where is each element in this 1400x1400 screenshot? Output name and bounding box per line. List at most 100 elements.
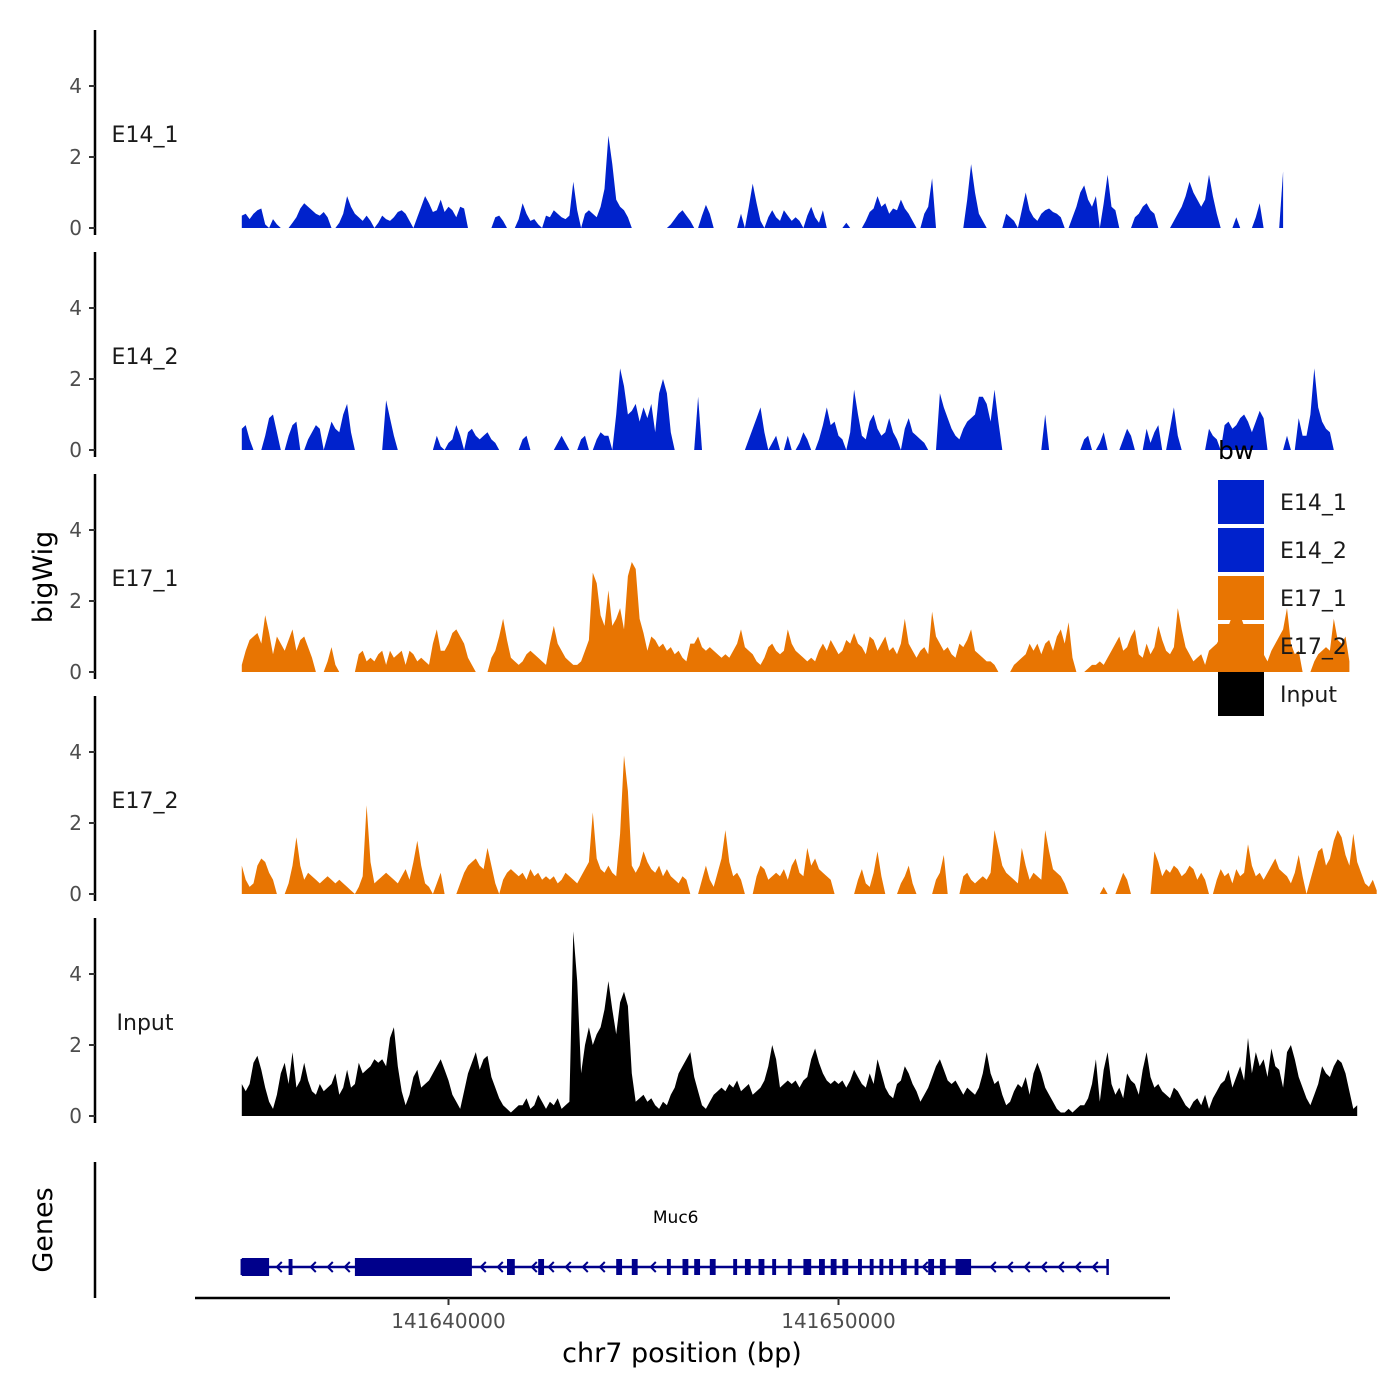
coverage-area-e14-2-14 xyxy=(694,396,702,450)
gene-exon xyxy=(682,1259,689,1275)
gene-panel-title: Genes xyxy=(28,1187,59,1272)
coverage-area-e17-1-4 xyxy=(1010,622,1077,672)
coverage-area-e14-2-2 xyxy=(284,421,301,450)
legend-label-e14-2: E14_2 xyxy=(1280,539,1347,564)
coverage-area-e14-2-8 xyxy=(464,428,500,450)
coverage-area-e14-2-19 xyxy=(815,407,847,450)
strand-chevron xyxy=(547,1261,555,1273)
coverage-area-e17-1-3 xyxy=(487,562,999,672)
gene-model-muc6[interactable]: Muc6 xyxy=(240,1208,1109,1276)
legend-label-input: Input xyxy=(1280,683,1337,708)
track-e17-1: 0 2 4 E17_1 xyxy=(69,474,1350,684)
coverage-area-e17-1-5 xyxy=(1084,601,1303,672)
gene-exon xyxy=(803,1259,812,1275)
legend-swatch-input xyxy=(1218,672,1264,716)
gene-exon xyxy=(709,1259,716,1275)
coverage-area-e14-1-7 xyxy=(514,203,543,228)
coverage-area-e14-2-1 xyxy=(261,414,281,450)
strand-chevron xyxy=(309,1261,317,1273)
coverage-area-e14-2-30 xyxy=(1220,410,1268,450)
coverage-area-e14-1-25 xyxy=(1170,174,1221,228)
coverage-area-e14-2-16 xyxy=(768,435,780,450)
legend: bw E14_1 E14_2 E17_1 E17_2 Input xyxy=(1218,436,1347,716)
coverage-area-e14-2-4 xyxy=(323,403,355,450)
coverage-area-e17-2-13 xyxy=(1115,872,1131,894)
coverage-area-e14-1-15 xyxy=(803,206,827,228)
x-ticks: 141640000 141650000 xyxy=(391,1298,896,1333)
track-label: Input xyxy=(117,1011,174,1036)
y-tick-label: 4 xyxy=(69,740,82,764)
coverage-area-e17-2-7 xyxy=(752,847,835,894)
coverage-area-e14-1-3 xyxy=(335,196,375,228)
coverage-area-e17-2-11 xyxy=(959,830,1069,894)
coverage-area-e17-2-0 xyxy=(241,858,277,894)
gene-exon xyxy=(819,1259,825,1275)
coverage-area-e17-2-2 xyxy=(354,805,433,894)
gene-exon xyxy=(758,1259,765,1275)
coverage-area-e14-1-28 xyxy=(1279,171,1284,228)
gene-exon xyxy=(354,1258,472,1276)
coverage-area-e14-1-22 xyxy=(1068,185,1100,228)
coverage-area-e14-2-18 xyxy=(795,432,812,450)
y-tick-label: 4 xyxy=(69,296,82,320)
gene-exon xyxy=(787,1259,792,1275)
gene-exon xyxy=(507,1259,515,1275)
coverage-area-e14-1-21 xyxy=(1017,192,1065,228)
coverage-area-e14-2-7 xyxy=(444,425,465,450)
track-e14-2: 0 2 4 E14_2 xyxy=(69,252,1334,462)
gene-exon xyxy=(772,1259,777,1275)
y-tick-label: 4 xyxy=(69,962,82,986)
coverage-area-e14-1-5 xyxy=(413,196,468,228)
coverage-area-e14-2-29 xyxy=(1205,428,1221,450)
coverage-area-e17-2-10 xyxy=(932,855,948,894)
coverage-area-e14-2-6 xyxy=(432,435,445,450)
coverage-area-e14-1-18 xyxy=(920,178,936,228)
coverage-area-e14-1-26 xyxy=(1232,217,1241,228)
coverage-area-e14-1-20 xyxy=(1002,213,1018,228)
coverage-area-e14-2-27 xyxy=(1142,425,1163,450)
legend-label-e14-1: E14_1 xyxy=(1280,491,1347,516)
strand-chevron xyxy=(598,1261,606,1273)
x-tick-label: 141650000 xyxy=(781,1309,896,1333)
gene-name-label: Muc6 xyxy=(653,1208,699,1228)
y-tick-label: 0 xyxy=(69,438,82,462)
coverage-area-e14-1-9 xyxy=(581,135,632,228)
coverage-area-e17-2-16 xyxy=(1306,830,1377,894)
coverage-area-e17-1-1 xyxy=(323,647,340,672)
coverage-area-e14-1-16 xyxy=(842,222,851,228)
gene-panel: Genes Muc6 xyxy=(28,1162,1109,1298)
gene-exon xyxy=(955,1259,972,1275)
coverage-area-e17-2-3 xyxy=(432,872,445,894)
strand-chevron xyxy=(530,1261,538,1273)
coverage-area-e17-1-6 xyxy=(1310,618,1350,672)
coverage-area-e14-2-13 xyxy=(612,368,675,450)
gene-exon xyxy=(900,1259,907,1275)
coverage-area-e17-2-4 xyxy=(456,847,500,894)
coverage-area-e14-2-24 xyxy=(1080,435,1092,450)
strand-chevron xyxy=(1057,1261,1065,1273)
coverage-area-e14-1-24 xyxy=(1131,203,1159,228)
legend-swatch-e17-2 xyxy=(1218,624,1264,668)
strand-chevron xyxy=(1040,1261,1048,1273)
coverage-area-e14-2-15 xyxy=(744,407,769,450)
coverage-area-e14-1-14 xyxy=(764,210,804,228)
coverage-area-e14-2-31 xyxy=(1283,435,1291,450)
coverage-area-e14-2-23 xyxy=(1041,414,1050,450)
y-axis-title: bigWig xyxy=(28,531,59,624)
track-e17-2: 0 2 4 E17_2 xyxy=(69,696,1377,906)
gene-exon xyxy=(538,1259,545,1275)
coverage-area-e17-2-5 xyxy=(499,755,691,894)
coverage-area-e14-1-17 xyxy=(861,196,917,228)
coverage-area-e14-2-25 xyxy=(1095,432,1108,450)
coverage-area-e17-2-15 xyxy=(1212,844,1307,894)
strand-chevron xyxy=(1023,1261,1031,1273)
legend-label-e17-1: E17_1 xyxy=(1280,587,1347,612)
legend-title: bw xyxy=(1218,436,1254,465)
x-axis: 141640000 141650000 chr7 position (bp) xyxy=(195,1296,1170,1369)
coverage-area-e14-2-32 xyxy=(1294,368,1334,450)
track-label: E14_1 xyxy=(112,123,179,148)
coverage-area-e14-2-12 xyxy=(592,432,613,450)
strand-chevron xyxy=(1091,1261,1099,1273)
gene-exon xyxy=(631,1259,638,1275)
